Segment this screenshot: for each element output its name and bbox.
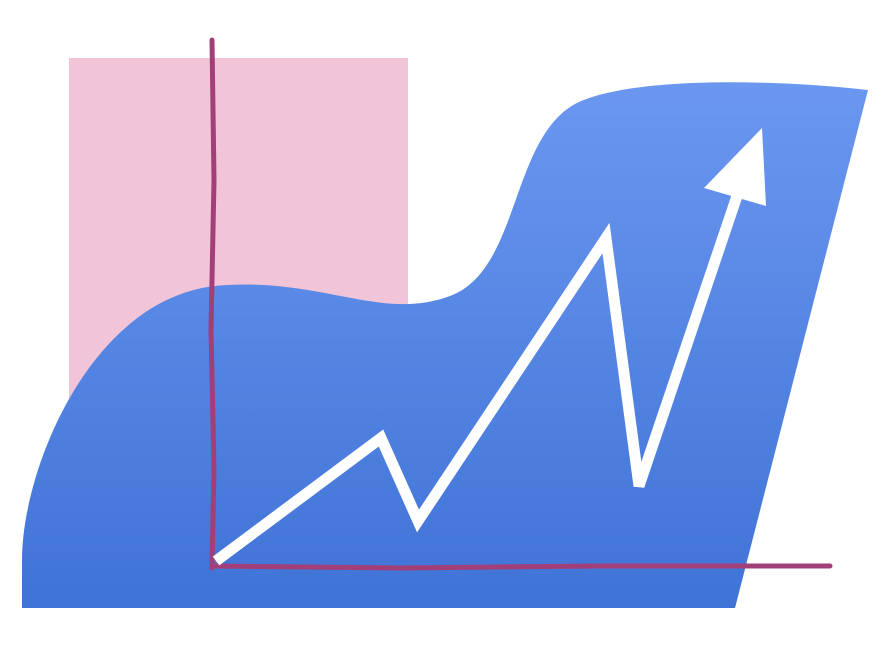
y-axis bbox=[208, 37, 217, 571]
trend-up-arrow-icon bbox=[704, 128, 766, 206]
blue-wave-shape bbox=[22, 82, 868, 609]
x-axis bbox=[209, 563, 833, 571]
trend-line bbox=[212, 194, 743, 566]
